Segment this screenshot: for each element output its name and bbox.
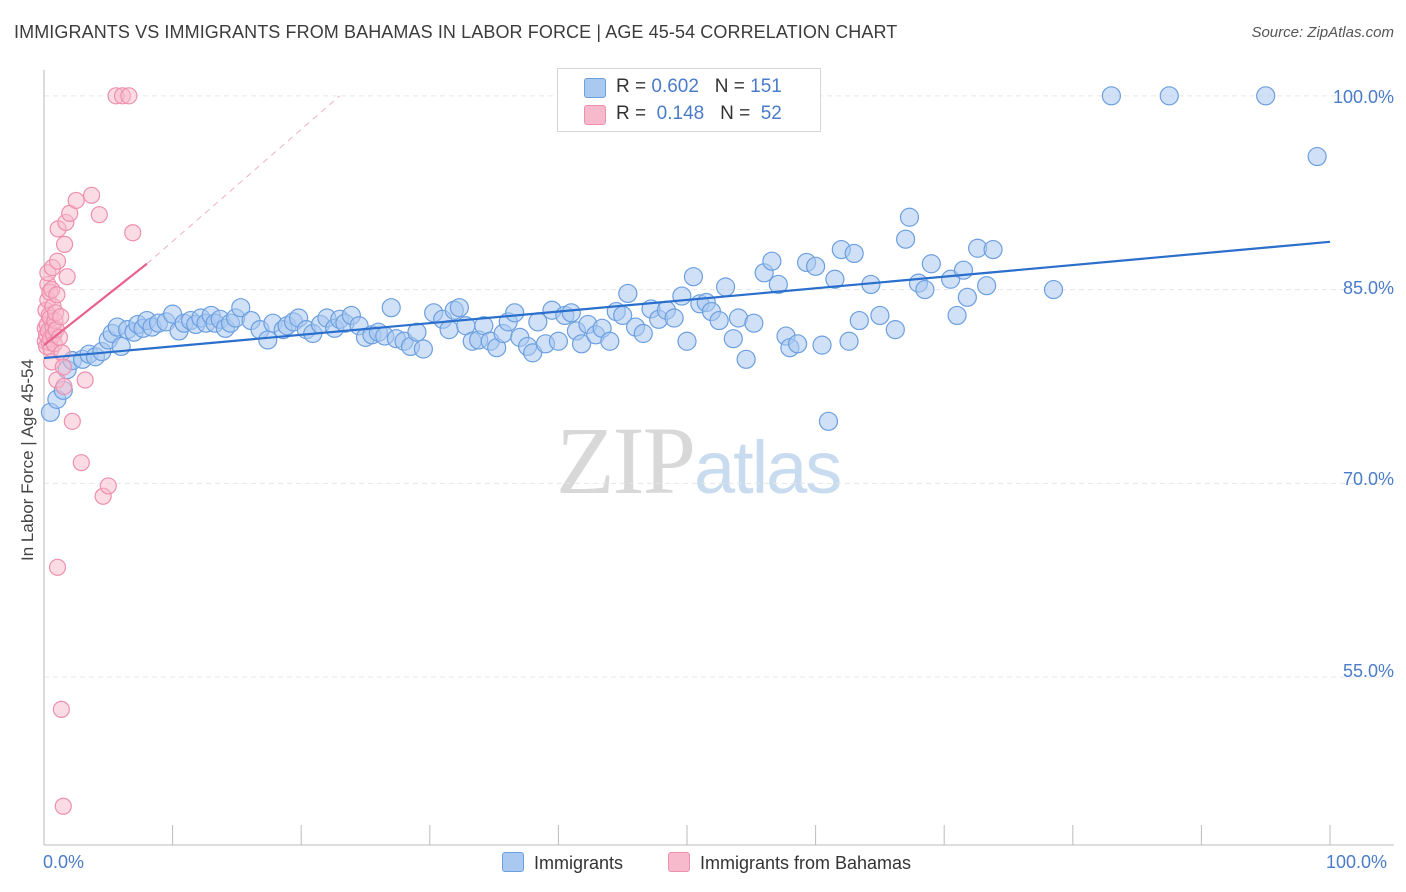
immigrants-point <box>825 269 845 289</box>
immigrants-point <box>709 310 729 331</box>
immigrants-point <box>805 256 826 276</box>
immigrants-point <box>439 320 459 340</box>
blue-swatch-icon <box>502 852 524 872</box>
immigrants-point <box>677 331 697 351</box>
immigrants-point <box>885 320 905 340</box>
bahamas-point <box>124 224 142 242</box>
bahamas-point <box>67 191 85 210</box>
immigrants-point <box>505 303 525 323</box>
immigrants-point <box>839 331 859 351</box>
immigrants-point <box>449 298 469 318</box>
immigrants-point <box>231 298 251 318</box>
bahamas-point <box>90 206 108 224</box>
bahamas-point <box>76 371 94 389</box>
correlation-legend: R = 0.602 N = 151 R = 0.148 N = 52 <box>557 68 821 132</box>
immigrants-point <box>957 287 977 307</box>
immigrants-point <box>762 251 782 271</box>
immigrants-point <box>921 254 941 274</box>
immigrants-point <box>1101 86 1121 106</box>
bahamas-point <box>48 286 66 304</box>
immigrants-point <box>947 305 967 326</box>
immigrants-point <box>744 313 764 333</box>
immigrants-point <box>844 243 864 264</box>
immigrants-point <box>849 310 869 331</box>
y-axis-label: In Labor Force | Age 45-54 <box>18 359 37 561</box>
immigrants-point <box>1043 279 1064 300</box>
immigrants-point <box>571 334 592 354</box>
legend-item-immigrants[interactable]: Immigrants <box>502 852 623 874</box>
bahamas-trend-extension <box>146 95 341 265</box>
chart-title: IMMIGRANTS VS IMMIGRANTS FROM BAHAMAS IN… <box>14 22 898 42</box>
bahamas-point <box>63 412 81 430</box>
bahamas-point <box>48 558 67 576</box>
blue-swatch-icon <box>584 78 606 98</box>
bahamas-point <box>48 252 67 270</box>
immigrants-point <box>899 207 920 227</box>
immigrants-point <box>381 298 401 318</box>
immigrants-point <box>600 331 620 351</box>
immigrants-point <box>618 283 638 304</box>
immigrants-point <box>672 286 692 306</box>
bahamas-point <box>55 235 74 253</box>
legend-item-bahamas[interactable]: Immigrants from Bahamas <box>668 852 911 874</box>
bahamas-point <box>53 344 71 362</box>
immigrants-point <box>977 276 997 296</box>
bahamas-point <box>82 186 101 204</box>
bahamas-trend-line <box>43 262 148 346</box>
immigrants-point <box>1307 146 1327 167</box>
immigrants-point <box>664 308 684 328</box>
immigrants-point <box>896 229 916 249</box>
immigrants-point <box>683 267 704 287</box>
y-tick-label: 100.0% <box>1332 87 1394 107</box>
immigrants-trend-line <box>43 240 1331 360</box>
source-label: Source: ZipAtlas.com <box>1251 24 1394 41</box>
immigrants-point <box>812 335 832 355</box>
immigrants-point <box>736 349 756 369</box>
bahamas-point <box>54 358 72 376</box>
pink-swatch-icon <box>584 105 606 125</box>
immigrants-point <box>407 322 427 342</box>
immigrants-point <box>723 329 743 349</box>
bahamas-point <box>55 377 73 396</box>
immigrants-point <box>633 323 653 344</box>
immigrants-point <box>258 330 278 350</box>
immigrants-point <box>787 334 808 354</box>
bahamas-point <box>52 700 70 718</box>
y-tick-label: 70.0% <box>1342 469 1394 489</box>
immigrants-point <box>818 411 839 431</box>
bahamas-point <box>52 308 70 326</box>
immigrants-point <box>870 305 890 326</box>
y-tick-label: 85.0% <box>1342 278 1394 298</box>
y-tick-label: 55.0% <box>1342 661 1394 681</box>
bahamas-point <box>120 87 138 105</box>
bahamas-point <box>54 797 72 815</box>
immigrants-point <box>548 331 569 351</box>
immigrants-point <box>915 279 935 300</box>
x-tick-label-min: 0.0% <box>43 852 85 872</box>
pink-swatch-icon <box>668 852 690 872</box>
immigrants-point <box>1256 86 1276 106</box>
bahamas-point <box>58 268 76 286</box>
immigrants-point <box>1159 86 1179 106</box>
immigrants-point <box>768 274 788 295</box>
bahamas-point <box>99 477 117 495</box>
zipatlas-watermark: ZIPatlas <box>556 407 842 514</box>
immigrants-point <box>413 339 433 359</box>
bahamas-point <box>72 454 90 472</box>
immigrants-point <box>983 239 1003 260</box>
immigrants-point <box>715 277 736 297</box>
x-tick-label-max: 100.0% <box>1326 852 1388 872</box>
immigrants-point <box>561 303 581 323</box>
